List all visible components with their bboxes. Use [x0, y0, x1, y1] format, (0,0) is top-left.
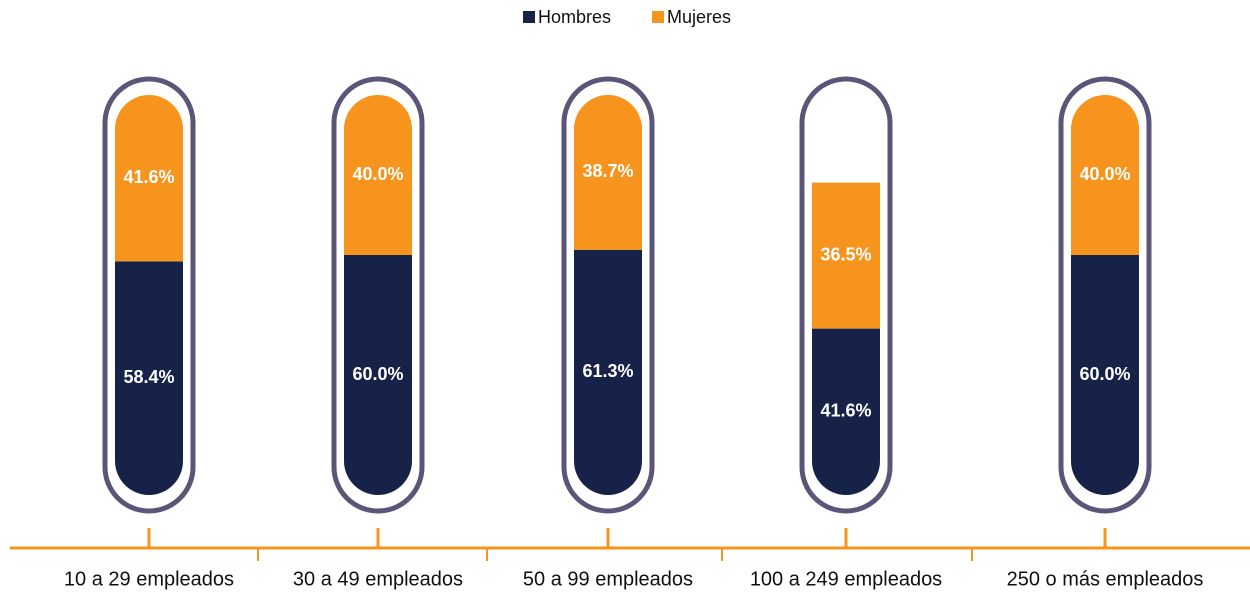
bar-segment [1071, 255, 1139, 495]
legend-label: Hombres [538, 7, 611, 27]
bar-group [115, 95, 183, 495]
bar-group [574, 95, 642, 495]
x-tick-label: 10 a 29 empleados [64, 568, 234, 590]
bar-group [344, 95, 412, 495]
legend-label: Mujeres [667, 7, 731, 27]
bar-segment [1071, 95, 1139, 255]
bar-segment [574, 249, 642, 495]
legend-swatch [523, 11, 535, 23]
bar-segment [344, 255, 412, 495]
value-label: 40.0% [352, 164, 403, 184]
value-label: 40.0% [1079, 164, 1130, 184]
bar-segment [115, 261, 183, 495]
value-label: 58.4% [123, 367, 174, 387]
value-label: 36.5% [820, 244, 871, 264]
x-tick-label: 30 a 49 empleados [293, 568, 463, 590]
value-label: 60.0% [1079, 364, 1130, 384]
bar-segment [812, 328, 880, 495]
bar-segment [812, 182, 880, 329]
bar-group [812, 182, 880, 495]
value-label: 61.3% [582, 361, 633, 381]
value-label: 41.6% [820, 401, 871, 421]
bar-segment [344, 95, 412, 255]
x-tick-label: 50 a 99 empleados [523, 568, 693, 590]
value-label: 60.0% [352, 364, 403, 384]
legend-swatch [652, 11, 664, 23]
x-tick-label: 250 o más empleados [1007, 568, 1204, 590]
x-tick-label: 100 a 249 empleados [750, 568, 942, 590]
value-label: 41.6% [123, 167, 174, 187]
bar-group [1071, 95, 1139, 495]
bar-segment [574, 95, 642, 250]
bar-segment [115, 95, 183, 262]
value-label: 38.7% [582, 161, 633, 181]
